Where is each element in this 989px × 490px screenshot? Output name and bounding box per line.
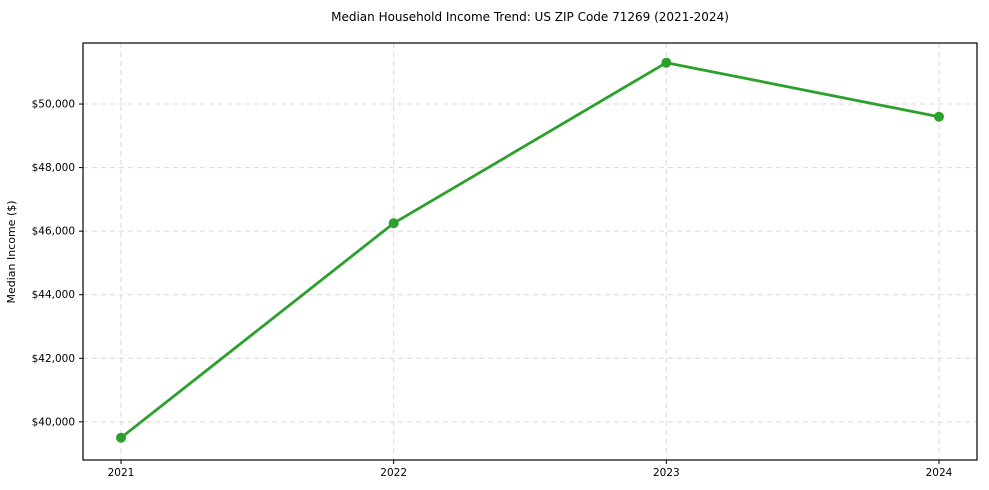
axis-layer: $40,000 $42,000 $44,000 $46,000 $48,000 $50,0… bbox=[32, 42, 978, 479]
data-layer bbox=[116, 57, 944, 443]
data-point bbox=[934, 111, 944, 122]
y-tick-label: $42,000 bbox=[32, 353, 75, 365]
x-tick-label: 2023 bbox=[653, 467, 680, 479]
y-tick-label: $48,000 bbox=[32, 162, 75, 174]
y-tick-label: $40,000 bbox=[32, 416, 75, 428]
data-point bbox=[388, 218, 399, 229]
x-tick-label: 2024 bbox=[926, 467, 953, 479]
y-tick-label: $44,000 bbox=[32, 289, 75, 301]
trend-line bbox=[119, 61, 941, 440]
y-axis-label: Median Income ($) bbox=[5, 200, 18, 303]
data-point bbox=[661, 57, 672, 68]
grid-layer bbox=[83, 43, 977, 460]
y-tick-label: $50,000 bbox=[32, 99, 75, 111]
chart-title: Median Household Income Trend: US ZIP Co… bbox=[331, 10, 729, 24]
plot-frame bbox=[82, 42, 978, 461]
data-point bbox=[116, 432, 126, 443]
y-tick-label: $46,000 bbox=[32, 226, 75, 238]
x-tick-label: 2021 bbox=[108, 467, 135, 479]
x-tick-label: 2022 bbox=[380, 467, 407, 479]
